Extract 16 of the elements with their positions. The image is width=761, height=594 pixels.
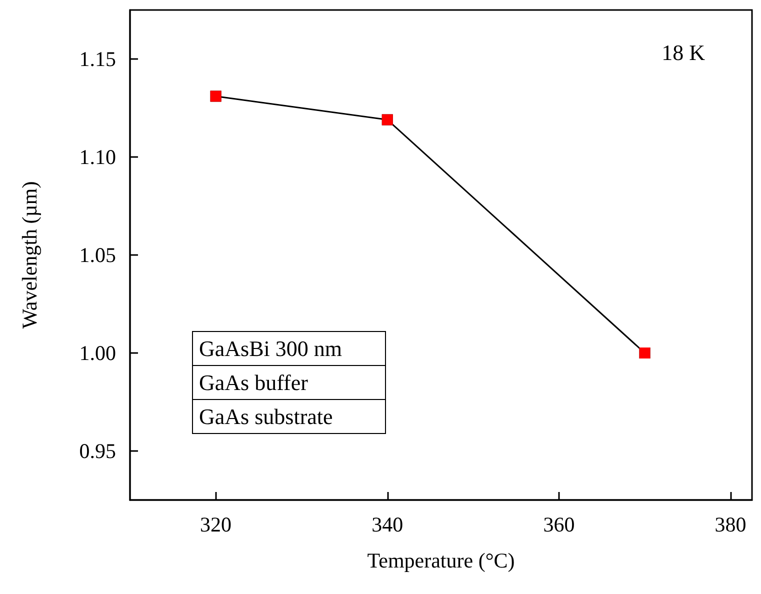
x-axis-title: Temperature (°C) <box>367 548 515 572</box>
x-tick-label: 340 <box>372 512 404 536</box>
y-tick-label: 1.00 <box>79 341 116 365</box>
annotation: GaAs substrate <box>193 399 385 433</box>
x-tick-label: 320 <box>200 512 232 536</box>
y-tick-label: 1.15 <box>79 47 116 71</box>
y-tick-label: 1.10 <box>79 145 116 169</box>
x-tick-label: 380 <box>714 512 746 536</box>
annotation: 18 K <box>662 40 705 66</box>
x-tick-label: 360 <box>543 512 575 536</box>
layer-stack-diagram: GaAsBi 300 nm GaAs buffer GaAs substrate <box>192 331 386 434</box>
y-axis-title: Wavelength (µm) <box>18 181 42 329</box>
annotation: GaAsBi 300 nm <box>198 335 343 363</box>
y-tick-label: 1.05 <box>79 243 116 267</box>
annotation: GaAs buffer <box>193 365 385 399</box>
y-tick-label: 0.95 <box>79 439 116 463</box>
